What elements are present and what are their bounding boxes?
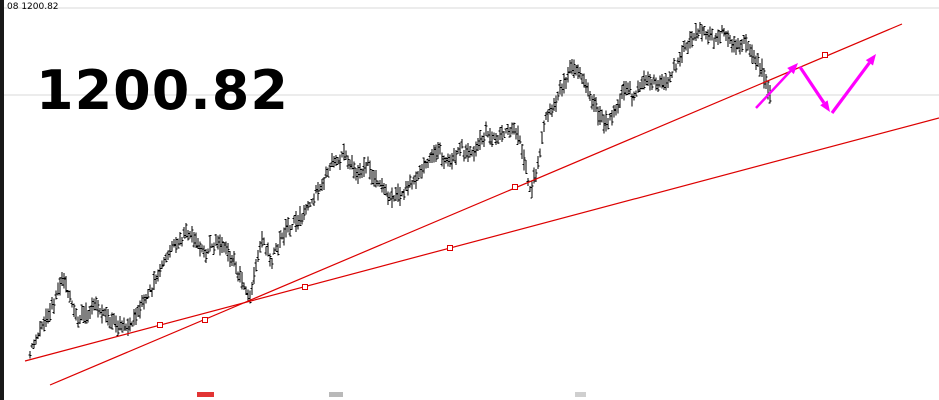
- trendline-handle[interactable]: [302, 284, 308, 290]
- trendline-handle[interactable]: [447, 245, 453, 251]
- bottom-mark: [575, 392, 586, 397]
- trendline-handle[interactable]: [512, 184, 518, 190]
- trendline-handle[interactable]: [822, 52, 828, 58]
- forecast-arrow-3[interactable]: [830, 54, 876, 114]
- trendline-handle[interactable]: [157, 322, 163, 328]
- bottom-mark: [197, 392, 214, 397]
- window-left-edge: [0, 0, 4, 400]
- forecast-arrow-1[interactable]: [755, 63, 798, 109]
- ohlc-readout: 08 1200.82: [7, 2, 59, 12]
- trendline-handle[interactable]: [202, 317, 208, 323]
- steep-trendline[interactable]: [49, 23, 903, 386]
- price-label: 1200.82: [36, 59, 289, 122]
- price-bars: [28, 22, 772, 359]
- bottom-mark: [329, 392, 343, 397]
- forecast-arrow-2[interactable]: [798, 66, 830, 112]
- shallow-trendline[interactable]: [24, 117, 939, 362]
